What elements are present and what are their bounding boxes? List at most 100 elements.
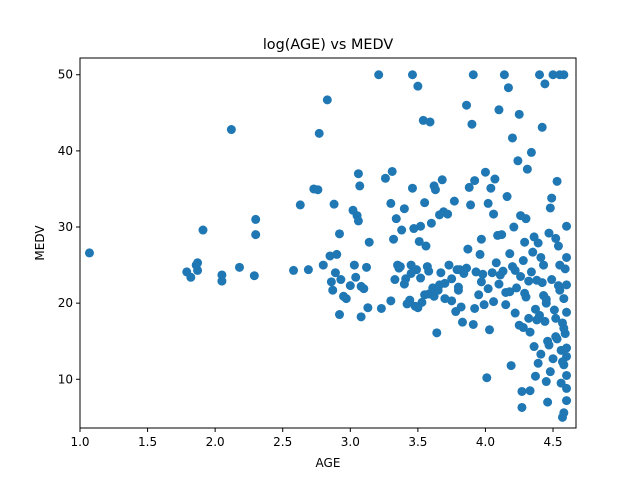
data-point — [462, 263, 472, 273]
data-point — [553, 241, 563, 251]
x-tick-label: 3.5 — [408, 435, 427, 449]
data-point — [506, 361, 516, 371]
data-point — [525, 386, 535, 396]
data-point — [480, 167, 490, 177]
data-point — [313, 185, 323, 195]
data-point — [485, 325, 494, 335]
data-point — [533, 358, 543, 368]
data-point — [462, 100, 472, 110]
y-tick-label: 30 — [58, 220, 73, 234]
x-tick-label: 1.0 — [70, 435, 89, 449]
data-point — [539, 260, 549, 270]
data-point — [334, 229, 344, 239]
data-point — [353, 169, 363, 179]
data-point — [537, 278, 547, 288]
data-point — [474, 290, 484, 300]
data-point — [503, 83, 513, 93]
data-point — [517, 386, 527, 396]
data-point — [430, 185, 440, 195]
data-point — [509, 222, 519, 232]
data-point — [541, 294, 551, 304]
data-point — [390, 275, 400, 285]
data-point — [453, 285, 463, 295]
data-point — [449, 196, 459, 206]
data-point — [533, 238, 543, 248]
data-point — [386, 296, 396, 306]
data-point — [518, 256, 528, 266]
data-point — [295, 200, 305, 210]
data-point — [468, 70, 478, 80]
data-point — [414, 236, 424, 246]
data-point — [547, 193, 557, 203]
data-point — [520, 288, 530, 298]
data-point — [529, 342, 539, 352]
data-point — [394, 263, 404, 273]
data-point — [557, 357, 567, 367]
data-point — [482, 373, 492, 383]
data-point — [507, 133, 517, 143]
data-point — [497, 230, 507, 240]
data-point — [418, 115, 428, 125]
data-point — [559, 408, 569, 418]
data-point — [502, 192, 512, 202]
data-point — [351, 272, 361, 282]
data-point — [489, 297, 499, 307]
x-tick-label: 4.0 — [476, 435, 495, 449]
data-point — [466, 200, 476, 210]
data-point — [505, 287, 515, 297]
data-point — [498, 266, 508, 276]
data-point — [424, 266, 434, 276]
data-point — [494, 279, 504, 289]
data-points — [84, 70, 572, 422]
data-point — [437, 175, 447, 185]
data-point — [548, 70, 558, 80]
data-point — [326, 277, 336, 287]
data-point — [249, 271, 259, 281]
data-point — [526, 267, 536, 277]
data-point — [487, 268, 497, 278]
y-axis-label: MEDV — [33, 225, 47, 261]
data-point — [551, 332, 561, 342]
data-point — [435, 280, 444, 290]
data-point — [483, 284, 493, 294]
data-point — [456, 302, 466, 312]
data-point — [553, 281, 563, 291]
data-point — [349, 260, 359, 270]
data-point — [336, 275, 346, 285]
data-point — [234, 262, 244, 272]
data-point — [512, 283, 522, 293]
data-point — [551, 233, 561, 243]
data-point — [513, 156, 523, 166]
data-point — [426, 218, 436, 228]
data-point — [420, 198, 430, 208]
data-point — [540, 316, 550, 326]
data-point — [407, 70, 417, 80]
data-point — [530, 304, 540, 314]
y-tick-label: 10 — [58, 372, 73, 386]
data-point — [322, 95, 332, 105]
data-point — [545, 367, 555, 377]
data-point — [447, 296, 457, 306]
data-point — [421, 241, 431, 251]
data-point — [528, 247, 538, 257]
data-point — [478, 269, 488, 279]
data-point — [475, 249, 485, 259]
data-point — [470, 176, 480, 186]
data-point — [329, 199, 339, 209]
x-axis-ticks: 1.0 1.5 2.0 2.5 3.0 3.5 4.0 4.5 — [70, 428, 563, 449]
data-point — [363, 303, 373, 313]
data-point — [391, 214, 401, 224]
data-point — [562, 280, 572, 290]
data-point — [562, 370, 572, 380]
data-point — [409, 224, 419, 234]
data-point — [193, 265, 203, 275]
data-point — [314, 128, 324, 138]
data-point — [406, 268, 416, 278]
data-point — [510, 308, 520, 318]
data-point — [483, 198, 493, 208]
data-point — [464, 182, 474, 192]
data-point — [463, 244, 473, 254]
data-point — [549, 305, 559, 315]
data-point — [505, 249, 515, 259]
y-axis-ticks: 10 20 30 40 50 — [58, 68, 80, 386]
